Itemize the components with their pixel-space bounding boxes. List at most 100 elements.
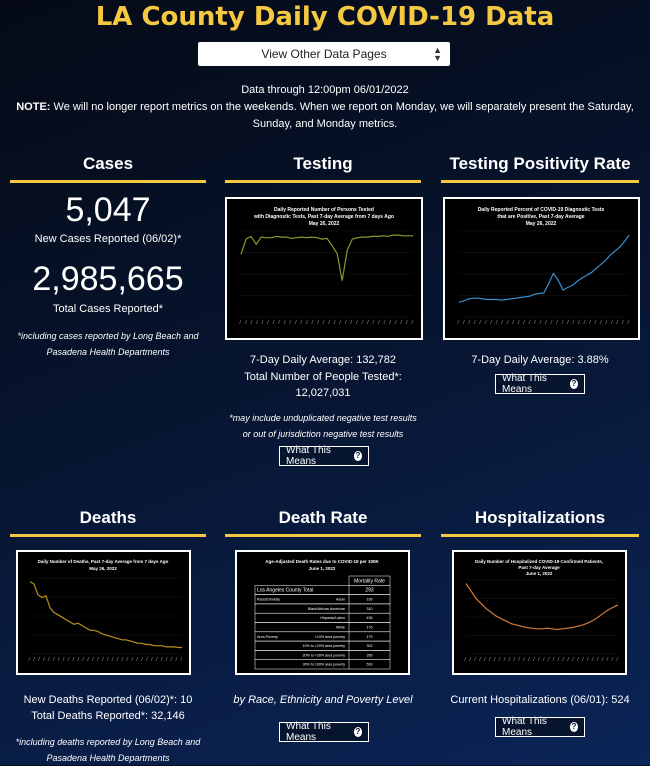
x-tick-label (170, 656, 173, 662)
x-tick-label (468, 319, 471, 325)
deaths-chart: Daily Number of Deaths, Past 7-day Avera… (16, 550, 191, 675)
x-tick-label (596, 656, 599, 662)
x-tick-label (561, 319, 564, 325)
hosp-plot (464, 579, 619, 662)
data-pages-dropdown[interactable]: View Other Data Pages ▲ ▼ (198, 42, 450, 66)
table-group-label: Race/Ethnicity (257, 598, 280, 602)
x-tick-label (495, 319, 498, 325)
testing-footnote: *may include unduplicated negative test … (229, 413, 417, 439)
note-text: NOTE: We will no longer report metrics o… (0, 99, 650, 133)
x-tick-label (591, 656, 594, 662)
x-tick-label (72, 656, 75, 662)
data-through-text: Data through 12:00pm 06/01/2022 (241, 84, 409, 96)
button-label: What This Means (502, 716, 547, 738)
x-tick-label (457, 319, 460, 325)
x-tick-label (316, 319, 319, 325)
x-tick-label (523, 656, 526, 662)
x-tick-label (126, 656, 129, 662)
positivity-plot (457, 230, 630, 325)
death-rate-rows: Mortality Rate Los Angeles County Total 29… (254, 575, 391, 670)
x-tick-label (533, 319, 537, 325)
positivity-divider (441, 180, 639, 183)
x-tick-label (606, 656, 609, 662)
x-tick-label (557, 656, 560, 662)
x-tick-label (483, 656, 486, 662)
x-tick-label (136, 656, 139, 662)
x-tick-label (469, 656, 472, 662)
x-tick-label (490, 319, 493, 325)
testing-chart-title-1: Daily Reported Number of Persons Tested (274, 207, 374, 213)
x-tick-label (333, 319, 336, 325)
hosp-what-this-means-button[interactable]: What This Means? (495, 716, 585, 738)
x-tick-label (111, 656, 114, 662)
x-tick-label (544, 319, 548, 325)
x-tick-label (576, 656, 580, 662)
x-tick-label (101, 656, 104, 662)
x-tick-label (528, 319, 531, 325)
deaths-chart-svg: Daily Number of Deaths, Past 7-day Avera… (28, 559, 183, 662)
x-tick-label (478, 656, 481, 662)
table-value: 436 (367, 616, 373, 620)
new-cases-label: New Cases Reported (06/02)* (34, 233, 182, 245)
x-tick-label (322, 319, 325, 325)
x-tick-label (400, 319, 403, 325)
deaths-plot (28, 577, 183, 662)
testing-avg: 7-Day Daily Average: 132,782 (250, 354, 396, 366)
x-tick-label (305, 319, 308, 325)
x-tick-label (77, 656, 80, 662)
positivity-what-this-means-button[interactable]: What This Means? (495, 373, 585, 395)
x-tick-label (366, 319, 369, 325)
x-tick-label (562, 656, 565, 662)
x-tick-label (572, 319, 575, 325)
hosp-divider (441, 534, 639, 537)
x-tick-label (272, 319, 275, 325)
button-label: What This Means (286, 721, 331, 743)
x-tick-label (508, 656, 511, 662)
table-sub-label: Hispanic/Latino (320, 616, 345, 620)
table-group-label: Area Poverty (257, 635, 278, 639)
table-sub-label: Asian (336, 598, 345, 602)
x-tick-label (550, 319, 553, 325)
testing-chart: Daily Reported Number of Persons Tested … (225, 197, 423, 340)
x-tick-label (599, 319, 602, 325)
table-value: 179 (367, 635, 373, 639)
question-icon: ? (353, 451, 362, 461)
table-sub-label: <10% area poverty (315, 635, 345, 639)
new-deaths: New Deaths Reported (06/02)*: 10 (23, 694, 193, 706)
testing-title: Testing (293, 154, 353, 173)
testing-chart-title-2: with Diagnostic Tests, Past 7-day Averag… (253, 214, 394, 220)
cases-divider (10, 180, 206, 183)
deaths-chart-title-1: Daily Number of Deaths, Past 7-day Avera… (38, 559, 169, 564)
death-rate-title: Death Rate (278, 508, 368, 527)
testing-what-this-means-button[interactable]: What This Means? (279, 445, 369, 467)
x-tick-label (96, 656, 99, 662)
death-rate-caption: by Race, Ethnicity and Poverty Level (233, 694, 413, 706)
x-tick-label (555, 319, 558, 325)
deaths-footnote: *including deaths reported by Long Beach… (15, 737, 201, 763)
x-tick-label (621, 319, 624, 325)
x-tick-label (479, 319, 482, 325)
x-tick-label (266, 319, 270, 325)
question-icon: ? (353, 727, 362, 737)
x-tick-label (567, 656, 570, 662)
x-tick-label (611, 656, 614, 662)
button-label: What This Means (502, 373, 547, 395)
x-tick-label (547, 656, 550, 662)
positivity-chart-title-3: May 26, 2022 (526, 221, 557, 227)
x-tick-label (261, 319, 264, 325)
current-hospitalizations: Current Hospitalizations (06/01): 524 (450, 694, 630, 706)
deaths-title: Deaths (79, 508, 137, 527)
question-icon: ? (569, 379, 578, 389)
hosp-chart-title-2: Past 7-day Average (518, 565, 560, 570)
x-tick-label (586, 656, 589, 662)
x-tick-label (577, 319, 580, 325)
x-tick-label (289, 319, 292, 325)
x-tick-label (67, 656, 70, 662)
x-tick-label (327, 319, 331, 325)
x-tick-label (501, 319, 504, 325)
page-title: LA County Daily COVID-19 Data (95, 2, 555, 32)
x-tick-label (38, 656, 41, 662)
death-rate-what-this-means-button[interactable]: What This Means? (279, 721, 369, 743)
x-tick-label (372, 319, 375, 325)
x-tick-label (244, 319, 247, 325)
